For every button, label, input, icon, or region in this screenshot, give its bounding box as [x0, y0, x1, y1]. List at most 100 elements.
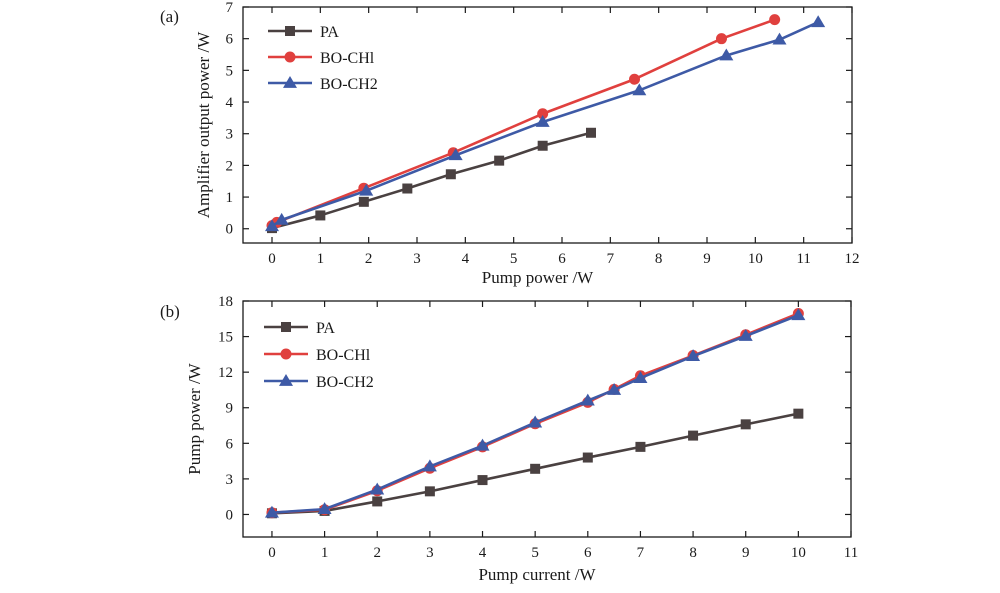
- data-point-pa: [688, 430, 699, 441]
- x-tick-label: 2: [373, 545, 381, 561]
- series-line-bo-chl: [271, 312, 799, 514]
- x-tick-label: 7: [637, 545, 645, 561]
- x-tick-label: 11: [844, 545, 858, 561]
- x-axis-label: Pump power /W: [482, 268, 594, 287]
- x-tick-label: 9: [703, 251, 711, 267]
- data-point-pa: [402, 183, 413, 194]
- data-point-bo-ch2: [535, 114, 550, 127]
- y-tick-label: 3: [226, 472, 234, 488]
- data-point-bo-ch2: [265, 219, 279, 232]
- y-tick-label: 4: [226, 95, 234, 111]
- data-point-bo-ch2: [772, 32, 787, 45]
- y-tick-label: 6: [226, 436, 234, 452]
- y-tick-label: 1: [226, 190, 234, 206]
- x-tick-label: 8: [689, 545, 697, 561]
- data-point-bo-ch2: [528, 415, 543, 428]
- data-point-bo-ch2: [317, 502, 332, 515]
- data-point-bo-ch2: [422, 459, 437, 472]
- data-point-pa: [372, 496, 383, 507]
- data-point-bo-chl: [629, 73, 640, 85]
- series-line-pa: [271, 131, 592, 230]
- y-axis-label: Pump power /W: [185, 362, 204, 474]
- data-point-bo-ch2: [738, 328, 753, 341]
- x-tick-label: 6: [558, 251, 566, 267]
- x-tick-label: 9: [742, 545, 750, 561]
- data-point-bo-ch2: [633, 371, 648, 383]
- x-tick-label: 6: [584, 545, 592, 561]
- y-tick-label: 5: [226, 63, 234, 79]
- x-tick-label: 1: [317, 251, 325, 267]
- legend-label: BO-CH2: [316, 374, 374, 391]
- data-point-pa: [635, 441, 646, 452]
- x-tick-label: 11: [796, 251, 810, 267]
- data-point-bo-ch2: [448, 148, 463, 161]
- y-tick-label: 0: [226, 222, 234, 238]
- data-point-bo-ch2: [264, 505, 279, 518]
- data-point-pa: [740, 419, 751, 430]
- x-tick-label: 10: [748, 251, 763, 267]
- legend-label: BO-CHl: [320, 50, 375, 67]
- data-point-pa: [793, 408, 804, 419]
- legend-marker: [283, 76, 297, 88]
- y-tick-label: 7: [226, 0, 234, 16]
- x-tick-label: 2: [365, 251, 373, 267]
- x-tick-label: 8: [655, 251, 663, 267]
- x-tick-label: 0: [268, 251, 276, 267]
- y-tick-label: 0: [226, 507, 234, 523]
- y-tick-label: 2: [226, 158, 234, 174]
- data-point-bo-ch2: [580, 393, 595, 406]
- data-point-bo-ch2: [686, 349, 701, 362]
- legend-label: BO-CH2: [320, 76, 378, 93]
- y-tick-label: 9: [226, 401, 234, 417]
- data-point-bo-ch2: [719, 48, 734, 61]
- data-point-pa: [315, 210, 326, 221]
- data-point-bo-chl: [716, 33, 727, 45]
- x-tick-label: 1: [321, 545, 329, 561]
- data-point-pa: [358, 196, 369, 207]
- y-tick-label: 6: [226, 32, 234, 48]
- x-axis-label: Pump current /W: [478, 565, 596, 584]
- data-point-bo-ch2: [632, 83, 647, 96]
- y-tick-label: 18: [218, 294, 233, 310]
- data-point-pa: [477, 475, 488, 486]
- data-point-bo-chl: [537, 108, 549, 120]
- x-tick-label: 4: [479, 545, 487, 561]
- x-tick-label: 10: [791, 545, 806, 561]
- legend-marker: [281, 322, 291, 332]
- y-axis-label: Amplifier output power /W: [194, 31, 213, 218]
- x-tick-label: 7: [607, 251, 615, 267]
- data-point-bo-ch2: [274, 212, 289, 225]
- data-point-bo-ch2: [607, 382, 622, 395]
- plot-frame: [242, 300, 852, 538]
- legend-marker: [285, 26, 295, 36]
- legend-label: PA: [316, 320, 335, 337]
- legend-label: PA: [320, 24, 339, 41]
- data-point-pa: [586, 127, 596, 138]
- data-point-bo-ch2: [370, 482, 385, 495]
- data-point-pa: [582, 452, 593, 463]
- panel-label: (a): [160, 7, 179, 26]
- legend-marker: [280, 348, 292, 360]
- legend-marker: [284, 51, 296, 63]
- data-point-pa: [424, 486, 435, 497]
- data-point-pa: [445, 169, 456, 180]
- data-point-bo-ch2: [791, 308, 806, 321]
- panel-label: (b): [160, 302, 180, 321]
- plot-frame: [242, 6, 853, 244]
- x-tick-label: 5: [531, 545, 539, 561]
- y-tick-label: 12: [218, 365, 233, 381]
- legend-label: BO-CHl: [316, 347, 371, 364]
- x-tick-label: 12: [845, 251, 860, 267]
- x-tick-label: 3: [426, 545, 434, 561]
- data-point-pa: [537, 140, 548, 151]
- data-point-bo-ch2: [359, 183, 374, 196]
- data-point-pa: [530, 463, 541, 474]
- data-point-bo-ch2: [811, 15, 826, 28]
- y-tick-label: 3: [226, 127, 234, 143]
- x-tick-label: 0: [268, 545, 276, 561]
- legend-marker: [279, 374, 293, 386]
- x-tick-label: 4: [462, 251, 470, 267]
